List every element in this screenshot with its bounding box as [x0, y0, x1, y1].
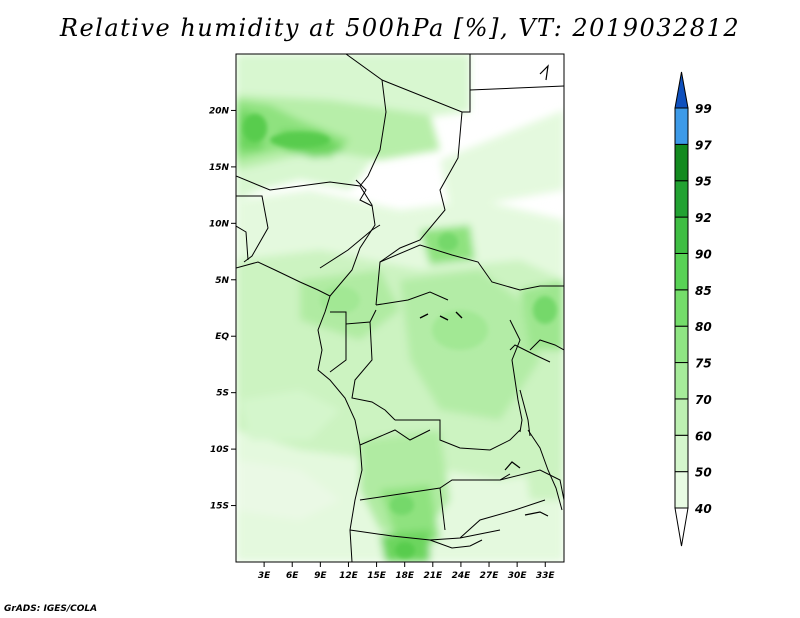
colorbar: 40 50 60 70 75 80 85 90 92 95 97 99	[674, 71, 712, 547]
colorbar-segment	[674, 143, 689, 182]
lat-tick-label: 5N	[215, 276, 229, 286]
colorbar-label: 40	[694, 502, 712, 516]
lon-tick-label: 33E	[536, 571, 556, 581]
lon-tick-label: 27E	[480, 571, 500, 581]
grads-credit: GrADS: IGES/COLA	[4, 604, 98, 614]
colorbar-segment	[674, 471, 689, 509]
colorbar-segment	[674, 216, 689, 254]
chart-title: Relative humidity at 500hPa [%], VT: 201…	[59, 14, 741, 42]
colorbar-label: 85	[695, 284, 712, 298]
lon-tick-label: 9E	[314, 571, 327, 581]
colorbar-segment	[674, 325, 689, 364]
colorbar-label: 97	[695, 138, 712, 152]
lon-tick-label: 21E	[423, 571, 443, 581]
lon-tick-label: 18E	[395, 571, 415, 581]
colorbar-low-triangle	[674, 507, 689, 547]
country-borders	[236, 54, 564, 562]
lon-tick-label: 24E	[452, 571, 472, 581]
colorbar-label: 60	[695, 429, 712, 443]
lat-tick-label: 10S	[210, 445, 229, 455]
colorbar-segment	[674, 434, 689, 473]
map-frame	[235, 53, 565, 563]
colorbar-label: 90	[695, 247, 712, 261]
colorbar-label: 80	[695, 320, 712, 334]
lon-tick-label: 15E	[367, 571, 387, 581]
colorbar-label: 95	[695, 175, 712, 189]
colorbar-segment	[674, 398, 689, 436]
lat-tick-label: EQ	[215, 332, 229, 342]
colorbar-label: 92	[695, 211, 712, 225]
colorbar-segment	[674, 107, 689, 145]
lat-tick-label: 15S	[210, 502, 229, 512]
colorbar-segment	[674, 289, 689, 327]
lon-tick-label: 3E	[258, 571, 271, 581]
lat-tick-label: 5S	[216, 389, 229, 399]
lat-tick-label: 20N	[209, 106, 230, 116]
lon-tick-label: 12E	[339, 571, 359, 581]
colorbar-label: 75	[695, 357, 712, 371]
latitude-axis: 20N 15N 10N 5N EQ 5S 10S 15S	[209, 106, 236, 512]
colorbar-high-triangle	[674, 71, 689, 109]
lon-tick-label: 6E	[286, 571, 299, 581]
humidity-field	[236, 54, 564, 562]
colorbar-label: 99	[695, 102, 712, 116]
colorbar-label: 50	[695, 466, 712, 480]
lat-tick-label: 10N	[209, 219, 230, 229]
colorbar-segment	[674, 252, 689, 291]
longitude-axis: 3E 6E 9E 12E 15E 18E 21E 24E 27E 30E 33E	[258, 562, 556, 581]
lon-tick-label: 30E	[508, 571, 528, 581]
colorbar-segment	[674, 362, 689, 400]
colorbar-segment	[674, 180, 689, 218]
colorbar-label: 70	[695, 393, 712, 407]
lat-tick-label: 15N	[209, 163, 230, 173]
